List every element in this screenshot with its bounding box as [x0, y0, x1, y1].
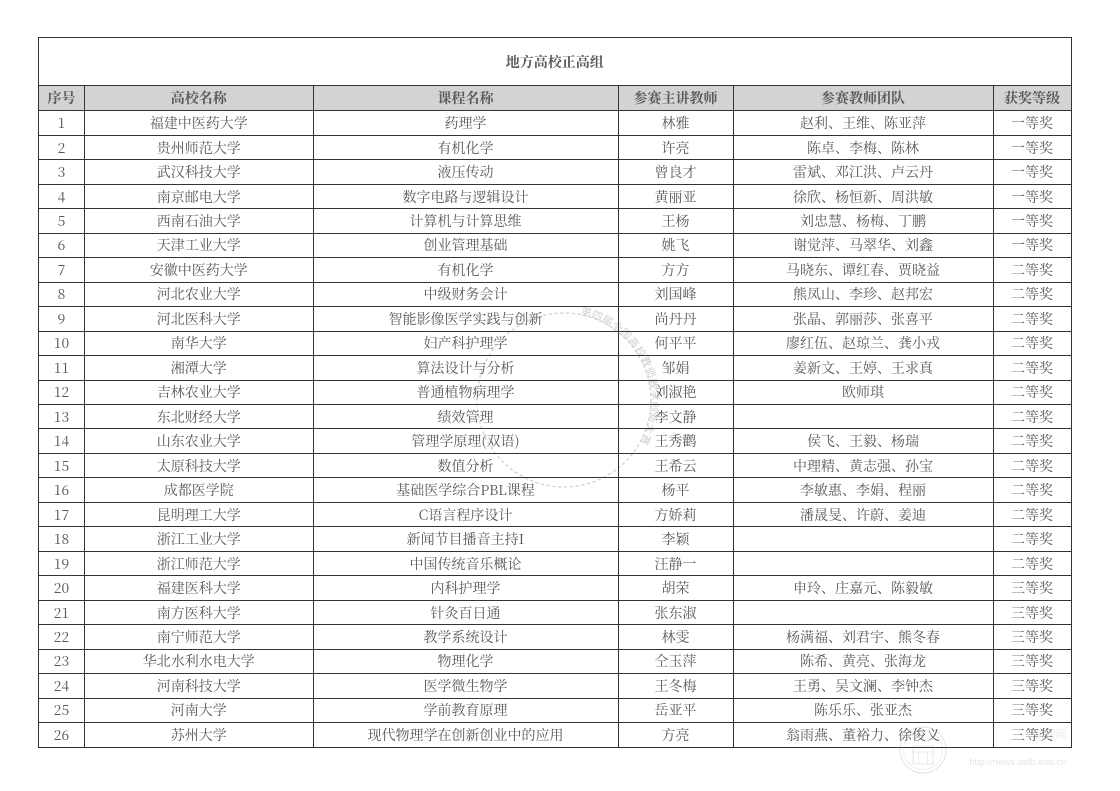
- svg-text:http://news.ustb.edu.cn: http://news.ustb.edu.cn: [969, 757, 1067, 768]
